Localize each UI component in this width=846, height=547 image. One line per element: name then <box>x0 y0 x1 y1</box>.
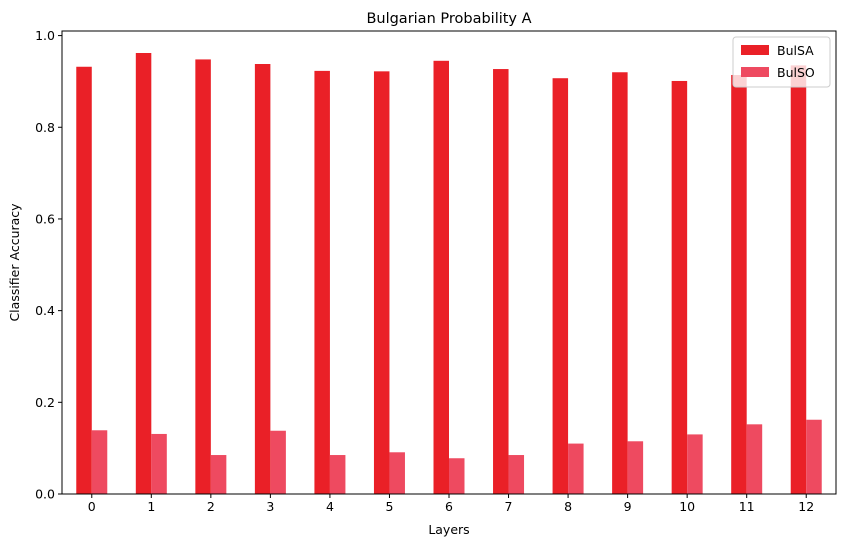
x-axis-ticks: 0 1 2 3 4 5 6 7 8 9 10 11 12 <box>88 494 814 514</box>
x-axis-label: Layers <box>428 522 469 537</box>
y-tick-label: 0.0 <box>35 487 55 502</box>
bar-bulso-5 <box>389 452 405 494</box>
bar-bulsa-5 <box>373 71 390 495</box>
y-tick-label: 0.6 <box>35 211 55 226</box>
x-tick-label: 2 <box>207 499 215 514</box>
bar-bulso-12 <box>806 419 822 494</box>
y-axis-ticks: 0.0 0.2 0.4 0.6 0.8 1.0 <box>35 28 62 502</box>
bar-bulso-9 <box>627 441 644 494</box>
bar-bulsa-11 <box>731 75 747 494</box>
x-tick-label: 6 <box>445 499 453 514</box>
bars-layer <box>76 53 822 495</box>
legend-swatch-bulso <box>741 67 769 77</box>
x-tick-label: 9 <box>624 499 632 514</box>
bar-bulso-2 <box>210 455 227 494</box>
bar-bulso-6 <box>449 458 465 494</box>
bar-bulsa-7 <box>493 69 509 494</box>
bar-bulso-8 <box>568 443 584 494</box>
x-tick-label: 3 <box>266 499 274 514</box>
y-tick-label: 0.8 <box>35 120 55 135</box>
legend-label-bulsa: BulSA <box>777 43 814 58</box>
bar-bulso-7 <box>508 455 525 494</box>
bar-bulsa-0 <box>76 66 92 494</box>
bar-bulsa-1 <box>135 53 152 494</box>
bar-bulso-11 <box>746 424 763 494</box>
x-tick-label: 7 <box>505 499 513 514</box>
bar-bulsa-12 <box>790 65 807 494</box>
y-tick-label: 0.2 <box>35 395 55 410</box>
x-tick-label: 10 <box>679 499 695 514</box>
bar-bulsa-9 <box>612 72 628 495</box>
legend-label-bulso: BulSO <box>777 65 815 80</box>
x-tick-label: 12 <box>798 499 814 514</box>
chart-title: Bulgarian Probability A <box>366 11 531 27</box>
bar-bulsa-2 <box>195 59 211 494</box>
bar-bulso-0 <box>91 430 108 494</box>
bar-bulso-1 <box>151 433 167 494</box>
bar-bulso-10 <box>687 434 703 494</box>
x-tick-label: 5 <box>385 499 393 514</box>
legend: BulSA BulSO <box>732 36 831 88</box>
x-tick-label: 11 <box>739 499 755 514</box>
x-tick-label: 1 <box>147 499 155 514</box>
bar-bulsa-3 <box>254 64 271 494</box>
bar-bulsa-10 <box>671 80 688 495</box>
x-tick-label: 8 <box>564 499 572 514</box>
bar-bulsa-4 <box>314 70 330 495</box>
x-tick-label: 4 <box>326 499 334 514</box>
bar-bulsa-8 <box>552 78 569 495</box>
y-tick-label: 1.0 <box>35 28 55 43</box>
bar-bulso-3 <box>270 430 286 494</box>
legend-swatch-bulsa <box>741 45 769 55</box>
bar-bulso-4 <box>329 455 346 494</box>
y-tick-label: 0.4 <box>35 303 55 318</box>
bar-bulsa-6 <box>433 60 449 495</box>
x-tick-label: 0 <box>88 499 96 514</box>
y-axis-label: Classifier Accuracy <box>7 203 22 322</box>
